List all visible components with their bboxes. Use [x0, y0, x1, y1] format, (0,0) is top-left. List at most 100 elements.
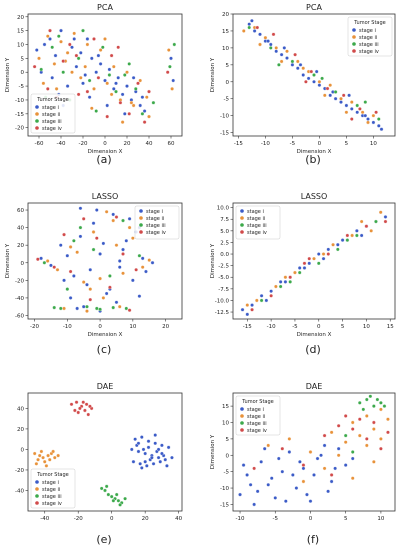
x-tick-label: -40	[40, 516, 49, 522]
data-point	[379, 437, 383, 441]
data-point	[124, 306, 129, 311]
data-point	[144, 269, 148, 274]
data-point	[91, 230, 96, 234]
data-point	[98, 276, 102, 281]
data-point	[53, 53, 58, 58]
data-point	[121, 247, 125, 252]
data-point	[371, 113, 376, 118]
data-point	[107, 67, 112, 72]
legend-entry: stage iii	[247, 223, 267, 229]
data-point	[146, 445, 151, 450]
data-point	[252, 466, 257, 471]
data-point	[172, 42, 177, 47]
data-point	[156, 447, 161, 452]
y-tick-label: 20	[17, 15, 24, 21]
data-point	[81, 304, 86, 309]
data-point	[301, 66, 306, 71]
data-point	[70, 70, 74, 75]
chart-title: DAE	[97, 382, 114, 391]
legend-box	[30, 93, 76, 134]
data-point	[37, 56, 41, 61]
data-point	[279, 52, 284, 57]
data-point	[376, 123, 381, 128]
data-point	[92, 37, 96, 41]
data-point	[293, 52, 297, 57]
data-point	[50, 75, 55, 80]
data-point	[371, 420, 376, 425]
data-point	[85, 37, 90, 41]
y-tick-label: -5	[19, 84, 25, 90]
data-point	[170, 455, 174, 460]
series-stage-i	[39, 206, 155, 313]
x-tick-label: 0	[317, 324, 321, 330]
x-tick-label: -20	[30, 324, 39, 330]
data-point	[322, 433, 327, 438]
y-tick-label: 15	[17, 29, 24, 35]
data-point	[321, 256, 326, 261]
data-point	[83, 408, 87, 413]
data-point	[312, 79, 316, 84]
data-point	[140, 111, 145, 116]
data-point	[45, 34, 50, 39]
data-point	[295, 66, 300, 71]
data-point	[349, 107, 354, 111]
x-tick-label: 40	[146, 141, 153, 147]
series-stage-iii	[42, 218, 142, 312]
data-point	[41, 455, 45, 460]
y-tick-label: -7.5	[218, 287, 229, 293]
legend-entry: stage ii	[42, 487, 60, 493]
chart-title: LASSO	[92, 192, 119, 201]
data-point	[369, 228, 374, 233]
y-tick-label: -2.5	[218, 264, 229, 270]
data-point	[140, 95, 145, 100]
y-tick-label: -5	[224, 97, 230, 103]
data-point	[52, 265, 57, 270]
legend-marker	[35, 487, 39, 491]
data-point	[304, 79, 308, 84]
data-point	[111, 64, 116, 69]
y-tick-label: -10	[220, 114, 229, 120]
data-point	[147, 114, 151, 119]
data-point	[117, 265, 122, 270]
data-point	[78, 225, 83, 230]
data-point	[72, 37, 77, 41]
data-point	[87, 78, 92, 83]
data-point	[91, 221, 96, 226]
data-point	[301, 479, 306, 484]
data-point	[94, 236, 99, 241]
data-point	[143, 451, 148, 456]
x-tick-label: 10	[129, 324, 136, 330]
y-tick-label: -20	[15, 126, 24, 132]
series-stage-iv	[32, 28, 170, 125]
legend-marker	[240, 230, 244, 234]
legend-marker	[240, 216, 244, 220]
legend-marker	[240, 428, 244, 432]
data-point	[147, 89, 151, 94]
data-point	[127, 216, 132, 221]
data-point	[121, 252, 125, 256]
data-point	[34, 48, 39, 52]
y-tick-label: 0.0	[220, 252, 229, 258]
y-tick-label: -60	[15, 313, 24, 319]
x-tick-label: 5	[344, 516, 348, 522]
data-point	[96, 53, 101, 58]
y-tick-label: -10	[220, 486, 229, 492]
data-point	[125, 84, 129, 88]
data-point	[259, 298, 264, 303]
data-point	[52, 62, 57, 66]
data-point	[340, 238, 345, 242]
data-point	[120, 92, 125, 97]
legend-marker	[352, 49, 356, 53]
data-point	[166, 445, 171, 450]
data-point	[100, 45, 105, 50]
data-point	[355, 103, 360, 108]
data-point	[305, 492, 309, 497]
x-tick-label: 0	[318, 141, 322, 147]
data-point	[240, 307, 245, 312]
data-point	[130, 278, 135, 283]
data-point	[252, 502, 257, 507]
data-point	[151, 461, 156, 466]
series-stage-ii	[245, 210, 383, 307]
y-tick-label: 5	[226, 437, 230, 443]
